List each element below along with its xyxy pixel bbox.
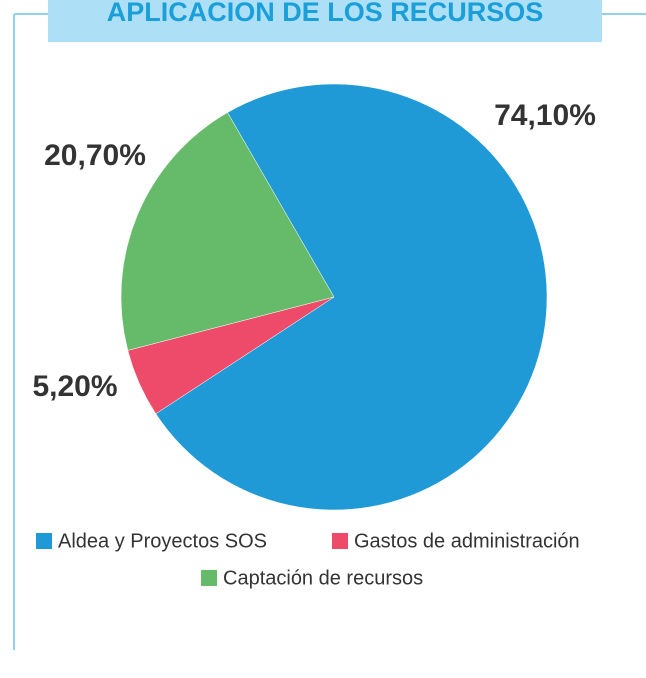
legend-label: Gastos de administración bbox=[354, 530, 580, 552]
pie-slice bbox=[155, 83, 548, 511]
legend-swatch bbox=[332, 533, 348, 549]
legend-label: Captación de recursos bbox=[223, 567, 423, 589]
title-box bbox=[48, 0, 602, 42]
value-label: 74,10% bbox=[494, 99, 596, 132]
value-label: 20,70% bbox=[44, 139, 146, 172]
legend-label: Aldea y Proyectos SOS bbox=[58, 530, 267, 552]
pie-slice bbox=[120, 112, 335, 351]
value-label: 5,20% bbox=[32, 370, 117, 403]
legend-swatch bbox=[201, 570, 217, 586]
chart-title: APLICACION DE LOS RECURSOS bbox=[107, 0, 544, 27]
legend-swatch bbox=[36, 533, 52, 549]
